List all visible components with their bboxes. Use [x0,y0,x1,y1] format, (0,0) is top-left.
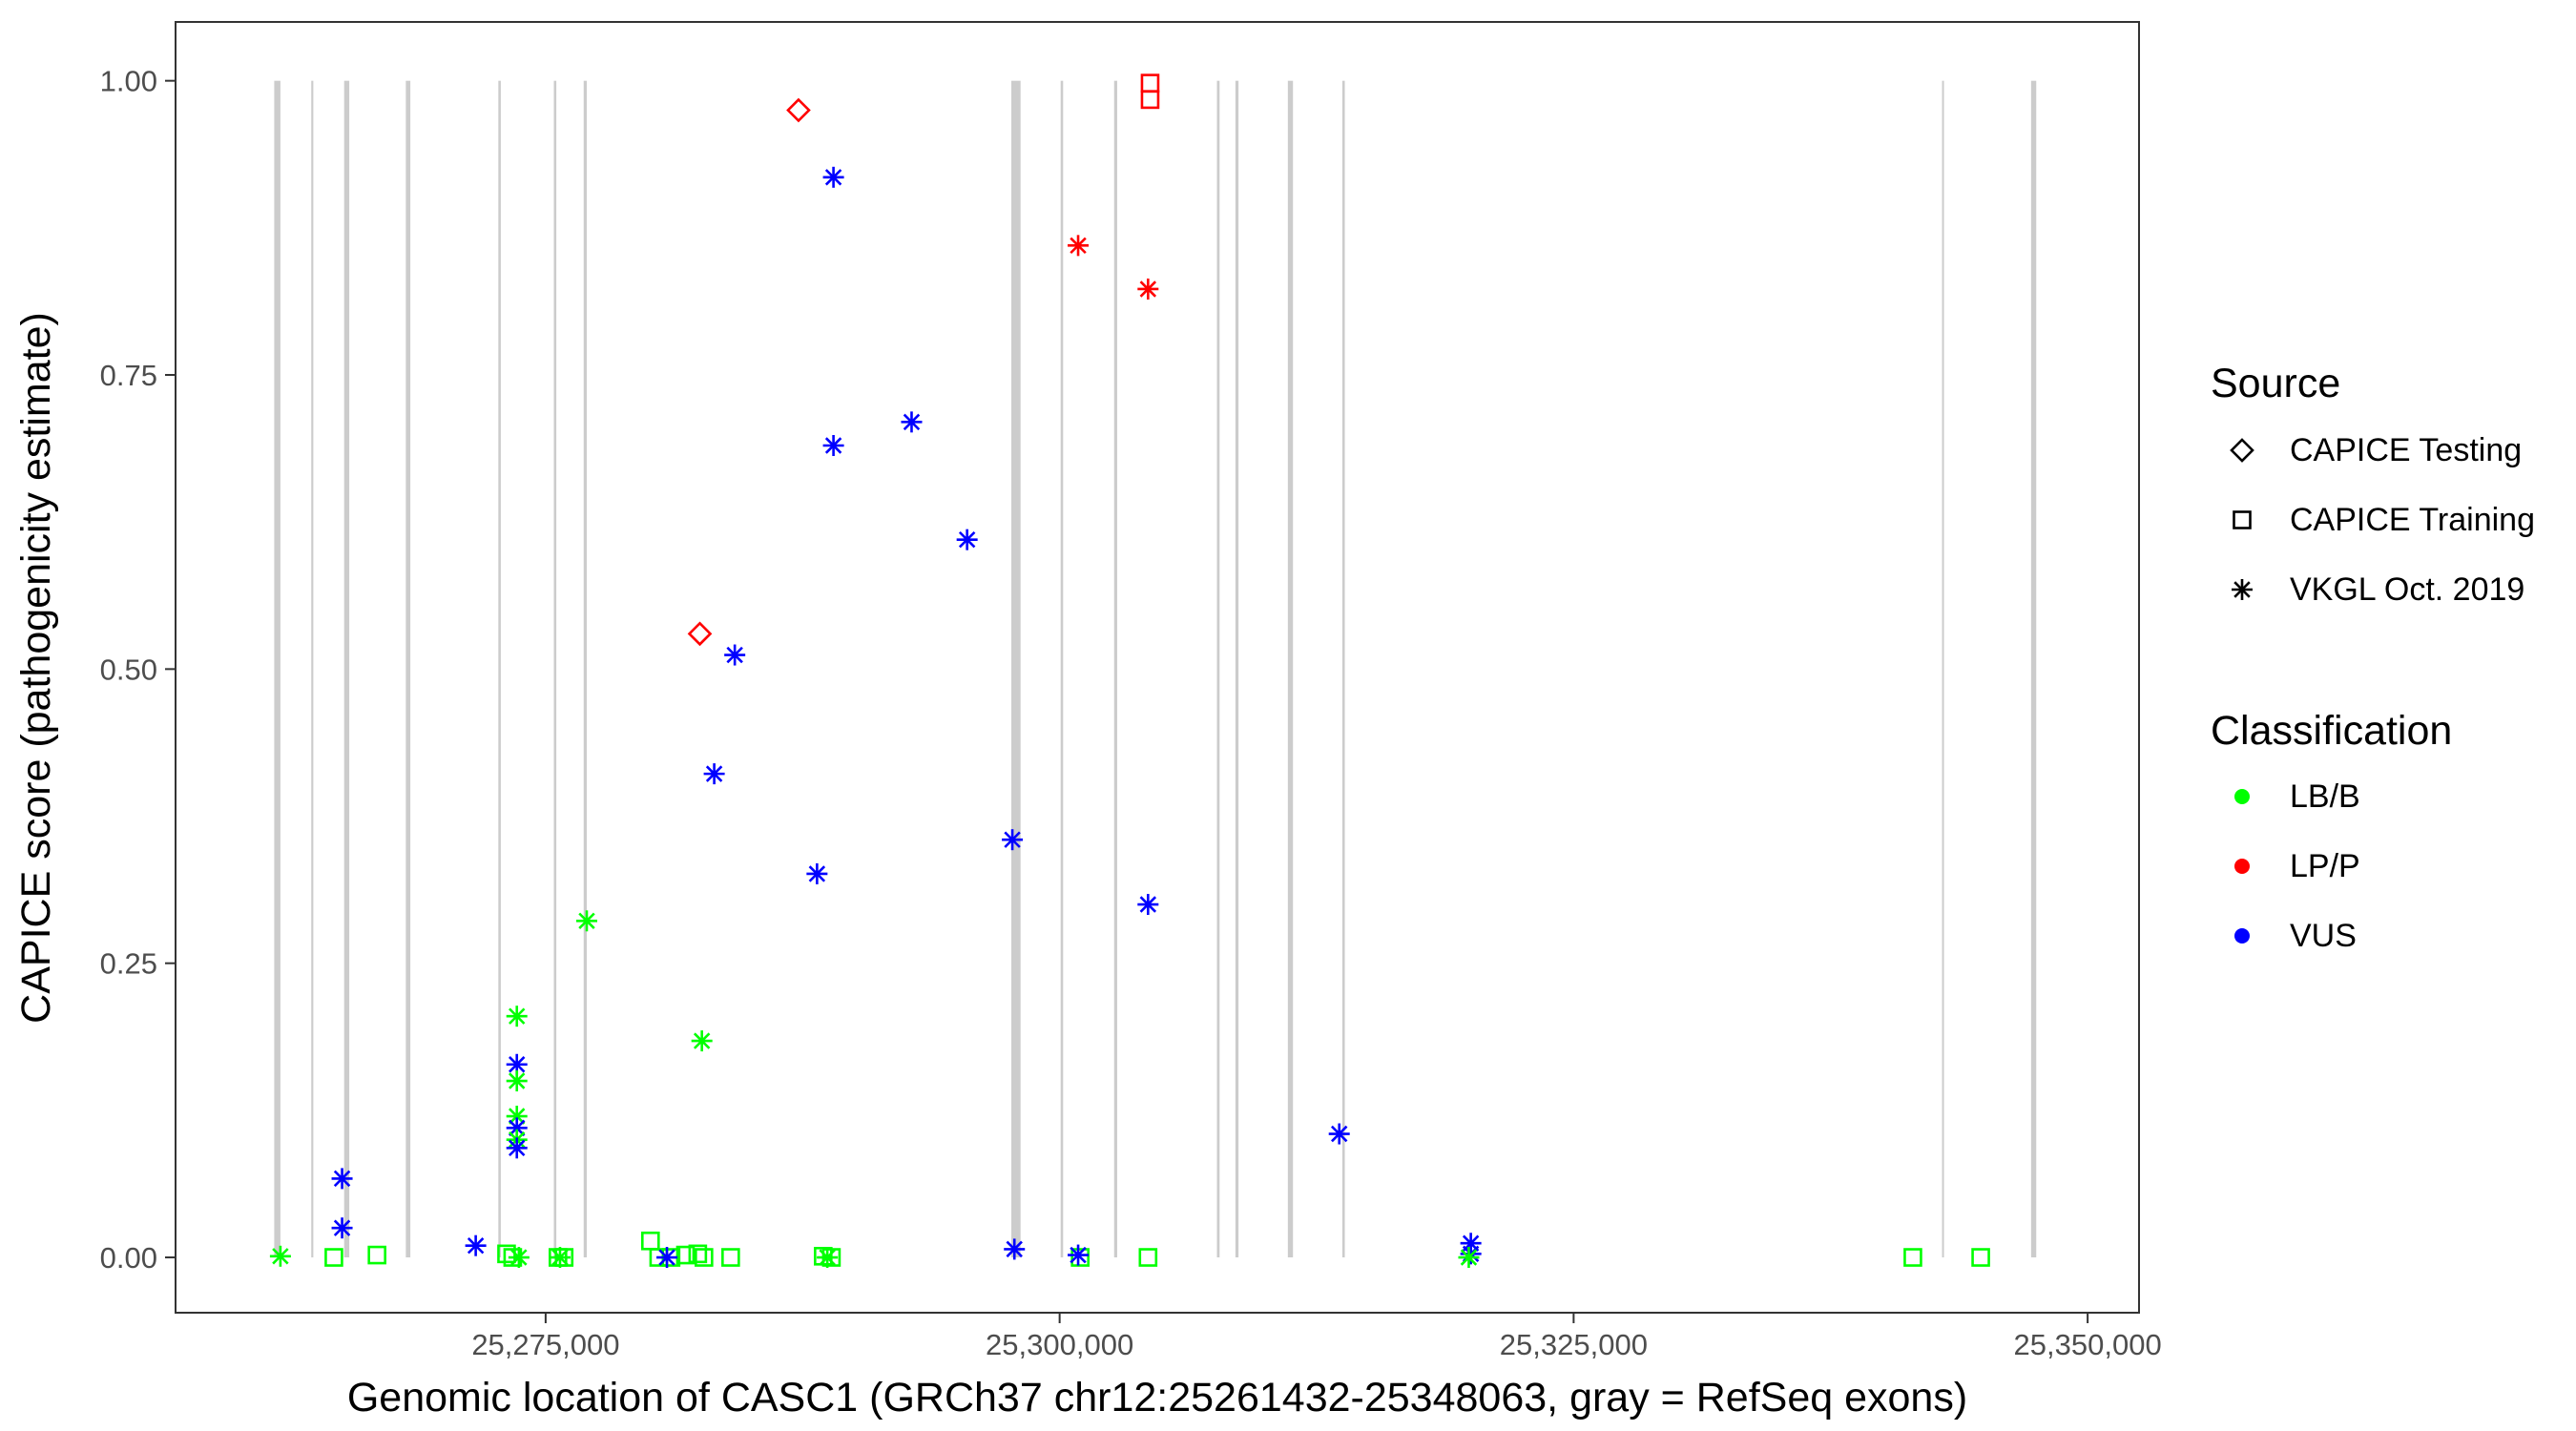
legend-class-label: LB/B [2290,778,2360,815]
data-point [901,411,923,433]
exon-band [343,80,350,1258]
data-point [1070,1248,1090,1267]
data-point [687,621,713,647]
legend-key-diamond [2230,438,2254,463]
data-point [1328,1123,1350,1145]
panel-border [175,21,2140,1314]
axis-layer: 0.00 0.25 0.50 0.75 1.00 25,275,000 25,300,000… [100,65,2162,1361]
exon-band [1942,80,1944,1258]
data-point [817,1247,839,1269]
y-tick-label: 0.75 [100,359,157,392]
y-axis-label: CAPICE score (pathogenicity estimate) [13,312,59,1024]
legend-class-label: LP/P [2290,848,2360,884]
data-point [822,166,844,188]
exon-band [1010,80,1021,1258]
data-point [506,1006,528,1027]
data-point [331,1168,353,1190]
x-tick-label: 25,275,000 [471,1328,619,1361]
data-point [331,1217,353,1239]
exon-band [405,80,411,1258]
legend-source-label: CAPICE Testing [2290,432,2522,468]
data-point [691,1030,713,1052]
data-point [549,1247,571,1269]
exon-band [553,80,557,1258]
x-tick-label: 25,325,000 [1500,1328,1648,1361]
exon-band [1113,80,1117,1258]
x-axis-label: Genomic location of CASC1 (GRCh37 chr12:… [347,1375,1967,1421]
legend-source-label: CAPICE Training [2290,502,2535,538]
exon-layer [274,80,2037,1258]
data-point [269,1245,291,1267]
legend-key-dot [2234,859,2250,874]
data-point [367,1245,386,1265]
exon-band [1060,80,1064,1258]
legend-classification-title: Classification [2211,708,2452,754]
point-layer [269,73,1990,1269]
data-point [656,1247,678,1269]
y-tick-label: 0.00 [100,1241,157,1275]
data-point [675,1245,696,1265]
data-point [1068,235,1090,257]
exon-band [498,80,501,1258]
exon-band [274,80,280,1258]
data-point [1971,1248,1990,1267]
data-point [688,1244,708,1264]
exon-band [311,80,314,1258]
data-point [1068,1244,1090,1266]
data-point [703,763,725,785]
data-point [721,1248,740,1267]
data-point [822,435,844,457]
legend: Source Classification CAPICE Testing CAPI… [2211,361,2535,954]
legend-key-square [2233,510,2252,529]
y-tick-label: 0.25 [100,947,157,981]
legend-key-asterisk [2232,579,2253,600]
exon-band [1216,80,1220,1258]
data-point [324,1248,343,1267]
data-point [806,862,828,884]
data-point [1138,1248,1158,1267]
data-point [506,1070,528,1092]
exon-band [2030,80,2037,1258]
data-point [1002,829,1024,851]
data-point [1458,1247,1480,1269]
data-point [1137,278,1159,300]
legend-class-label: VUS [2290,918,2357,954]
data-point [506,1137,528,1159]
legend-source-title: Source [2211,361,2340,406]
data-point [1903,1248,1922,1267]
exon-band [1341,80,1345,1258]
data-point [1140,90,1160,110]
data-point [695,1248,714,1267]
legend-key-dot [2234,928,2250,944]
legend-key-dot [2234,789,2250,804]
legend-source-label: VKGL Oct. 2019 [2290,571,2524,608]
exon-band [1287,80,1294,1258]
exon-band [1235,80,1239,1258]
data-point [1137,894,1159,916]
x-tick-label: 25,350,000 [2014,1328,2162,1361]
exon-band [583,80,587,1258]
data-point [724,644,746,666]
x-tick-label: 25,300,000 [986,1328,1133,1361]
y-tick-label: 0.50 [100,653,157,686]
data-point [575,910,597,932]
data-point [1004,1238,1026,1260]
data-point [786,97,811,123]
data-point [956,529,978,550]
y-tick-label: 1.00 [100,65,157,98]
data-point [508,1247,530,1269]
data-point [465,1234,487,1256]
